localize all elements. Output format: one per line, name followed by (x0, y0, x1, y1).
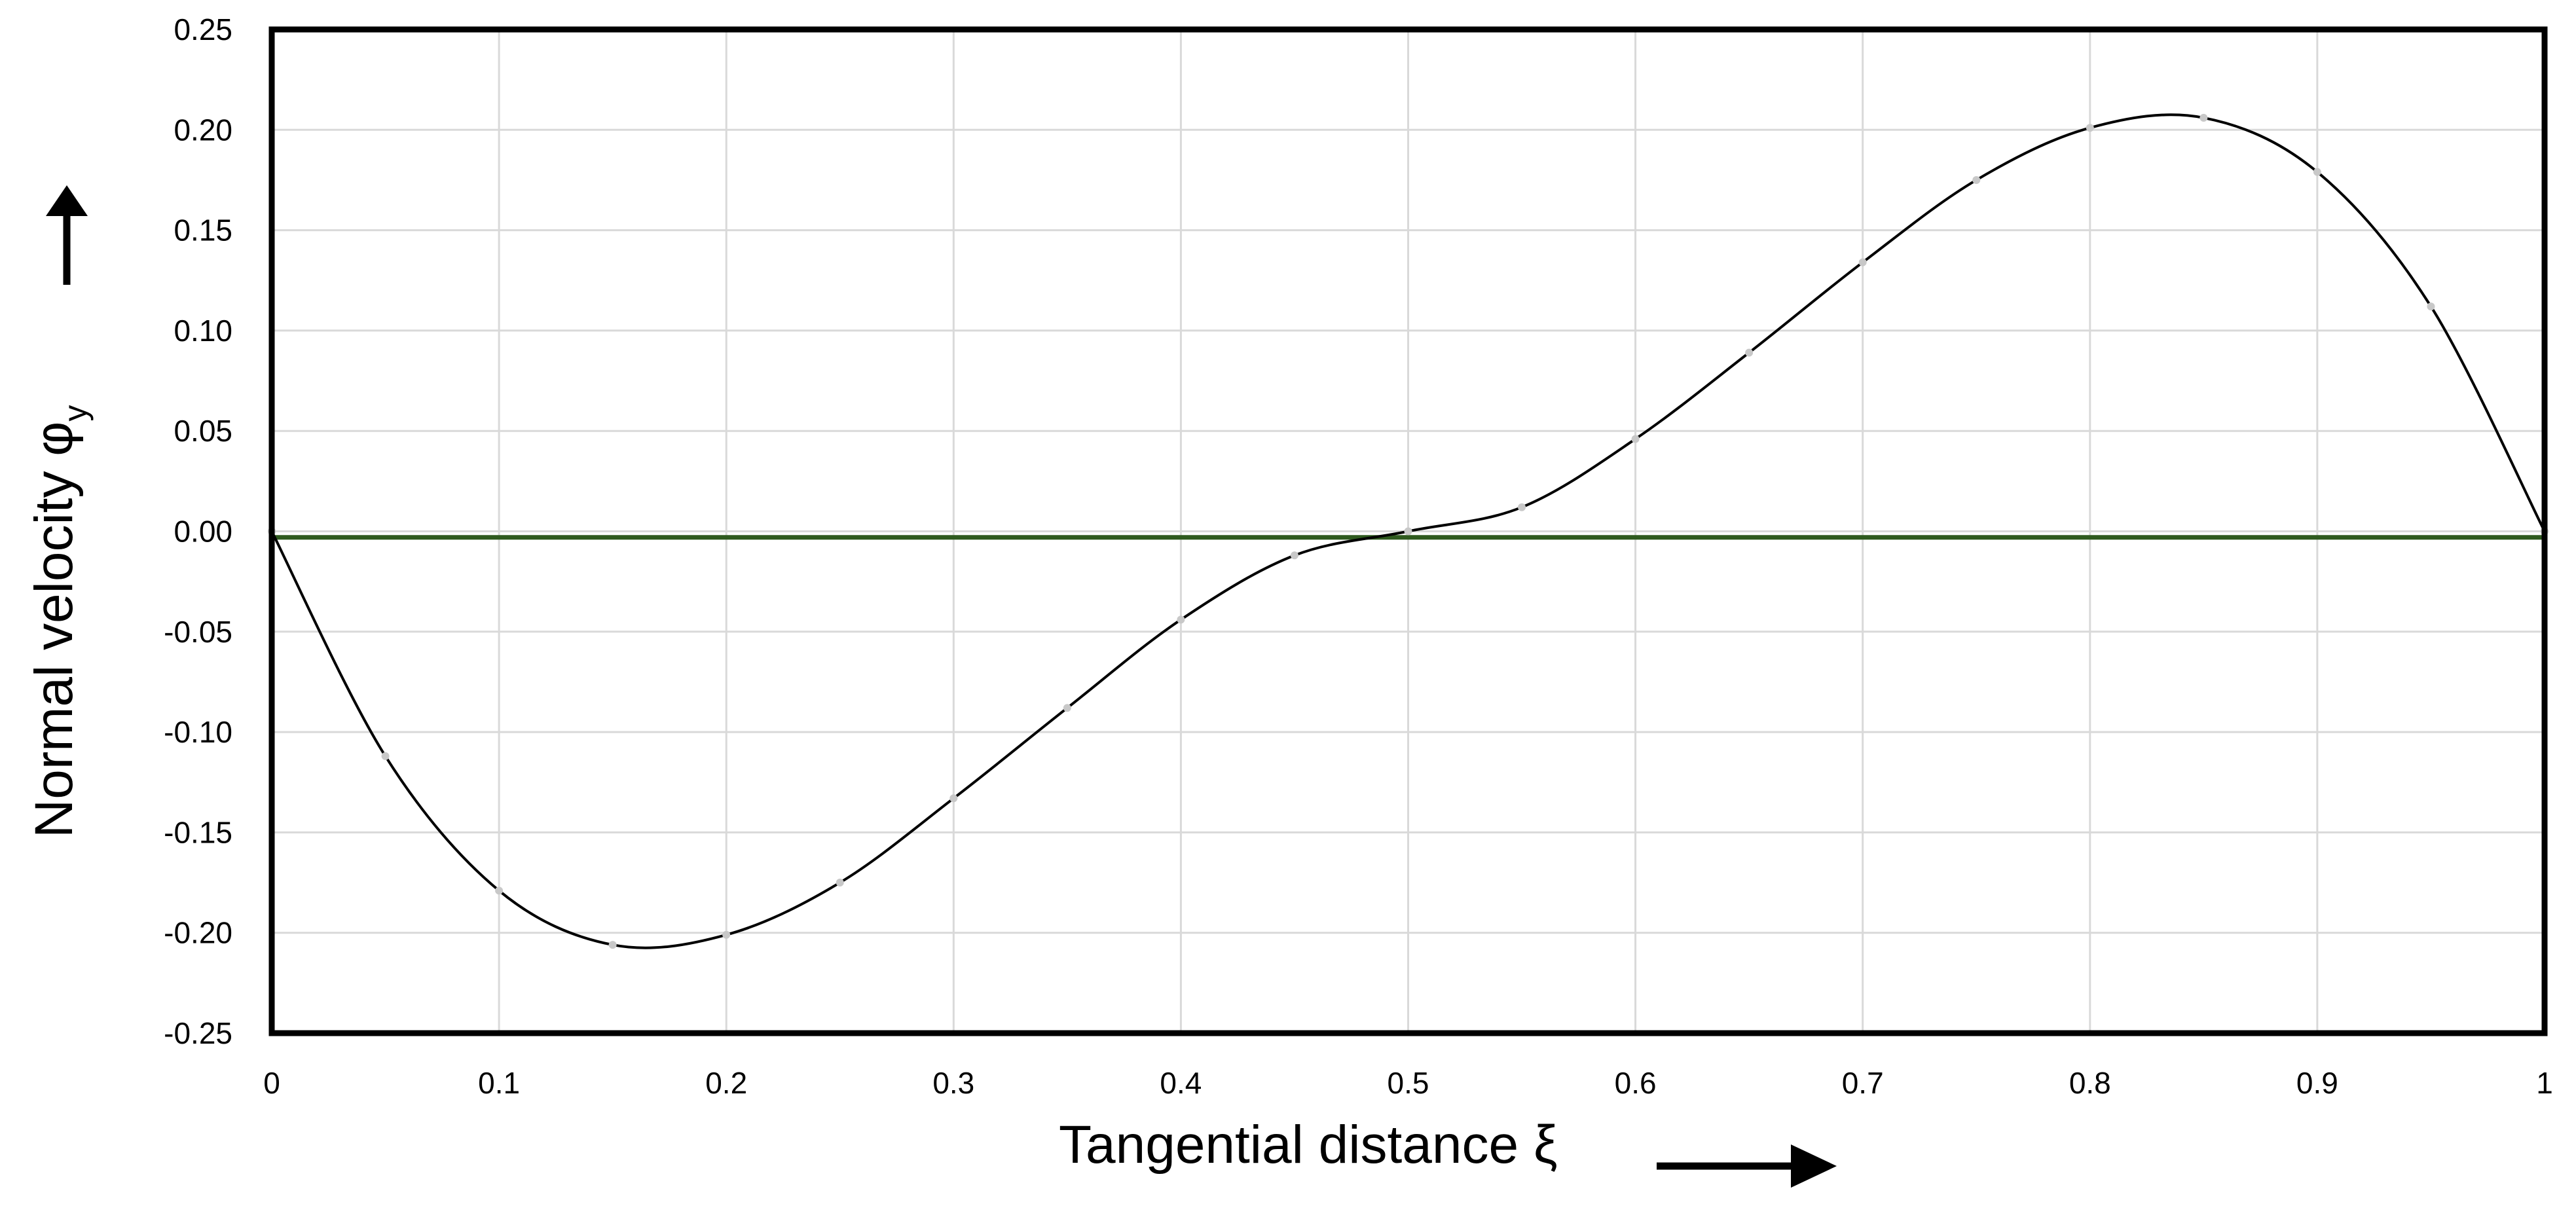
data-point (1177, 615, 1185, 624)
data-point (1631, 435, 1640, 443)
data-point (1290, 551, 1298, 560)
data-point (1518, 503, 1526, 511)
y-tick-label: -0.20 (164, 916, 232, 950)
x-tick-label: 0.8 (2069, 1066, 2111, 1100)
x-tick-label: 0.4 (1160, 1066, 1202, 1100)
data-point (2313, 168, 2321, 176)
data-point (722, 930, 731, 939)
x-tick-label: 1 (2536, 1066, 2553, 1100)
y-tick-label: -0.05 (164, 615, 232, 649)
data-point (1404, 527, 1412, 536)
y-tick-labels: 0.25 0.20 0.15 0.10 0.05 0.00 -0.05 -0.10 -0.15 -… (164, 12, 232, 1050)
y-axis-arrow-icon (46, 185, 88, 285)
y-tick-label: 0.15 (174, 213, 232, 247)
data-point (381, 752, 390, 760)
x-tick-label: 0.1 (478, 1066, 520, 1100)
x-tick-label: 0.2 (705, 1066, 747, 1100)
data-point (836, 879, 844, 887)
y-tick-label: 0.20 (174, 113, 232, 147)
x-tick-label: 0 (263, 1066, 280, 1100)
data-point (1745, 348, 1754, 357)
y-axis-title-main: Normal velocity φ (24, 422, 84, 838)
x-tick-label: 0.6 (1615, 1066, 1657, 1100)
y-tick-label: -0.10 (164, 715, 232, 749)
data-point (949, 794, 958, 803)
x-tick-label: 0.3 (932, 1066, 974, 1100)
x-axis-arrow-icon (1657, 1144, 1837, 1188)
y-tick-label: 0.05 (174, 414, 232, 448)
data-point (1063, 704, 1071, 712)
data-point (1858, 258, 1867, 266)
x-tick-label: 0.7 (1842, 1066, 1884, 1100)
y-axis-title: Normal velocity φy (24, 405, 94, 838)
x-tick-label: 0.9 (2296, 1066, 2338, 1100)
y-tick-label: 0.10 (174, 314, 232, 348)
y-tick-label: 0.25 (174, 12, 232, 46)
data-point (2427, 302, 2435, 311)
data-point (608, 941, 617, 949)
y-tick-label: -0.25 (164, 1016, 232, 1050)
y-tick-label: 0.00 (174, 515, 232, 549)
x-tick-label: 0.5 (1388, 1066, 1429, 1100)
x-axis-title: Tangential distance ξ (1059, 1115, 1558, 1175)
plot-frame (268, 26, 2548, 1036)
y-tick-label: -0.15 (164, 815, 232, 849)
data-point (1972, 175, 1981, 184)
data-point (2086, 124, 2094, 132)
data-point (2199, 113, 2208, 122)
data-point (495, 886, 504, 895)
x-tick-labels: 0 0.1 0.2 0.3 0.4 0.5 0.6 0.7 0.8 0.9 1 (263, 1066, 2553, 1100)
y-axis-title-subscript: y (57, 405, 94, 422)
